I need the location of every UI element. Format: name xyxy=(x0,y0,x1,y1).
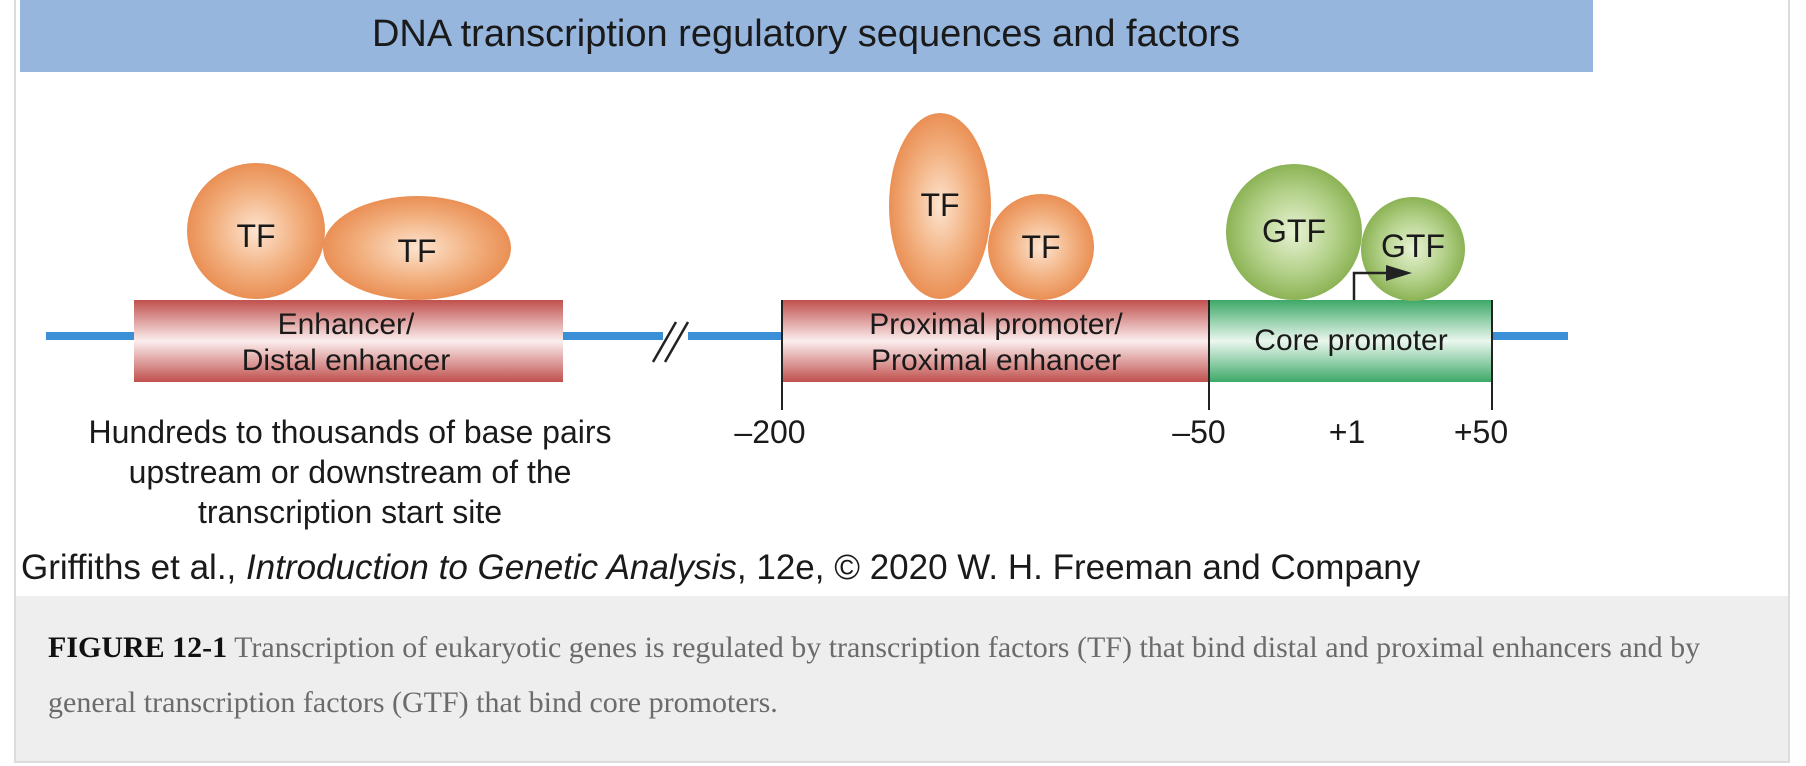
enhancer-label-line1: Enhancer/ xyxy=(278,308,415,341)
gtf-protein: GTF xyxy=(1361,197,1465,301)
figure-label: FIGURE 12-1 xyxy=(48,631,228,664)
enhancer-label-line2: Distal enhancer xyxy=(242,344,450,377)
caption-text: Transcription of eukaryotic genes is reg… xyxy=(48,631,1701,719)
distance-note-line3: transcription start site xyxy=(198,494,502,530)
gtf-protein: GTF xyxy=(1226,164,1362,300)
tf-label: TF xyxy=(920,187,959,223)
transcription-start-arrow-icon xyxy=(1352,265,1412,300)
gtf-label: GTF xyxy=(1262,213,1326,249)
tf-protein: TF xyxy=(889,113,991,299)
transcription-diagram: DNA transcription regulatory sequences a… xyxy=(20,0,1593,587)
proximal-promoter-region xyxy=(782,300,1209,382)
tf-protein: TF xyxy=(187,163,325,299)
core-promoter-label: Core promoter xyxy=(1254,324,1447,357)
caption-panel: FIGURE 12-1 Transcription of eukaryotic … xyxy=(16,596,1788,761)
position-ticks xyxy=(781,300,1493,410)
core-promoter-region xyxy=(1209,300,1492,382)
tf-protein: TF xyxy=(323,196,511,300)
distance-note: Hundreds to thousands of base pairs upst… xyxy=(89,414,612,530)
break-mark xyxy=(651,321,690,363)
title-banner xyxy=(20,0,1593,72)
tf-label: TF xyxy=(236,218,275,254)
credit-book-title: Introduction to Genetic Analysis xyxy=(246,548,737,587)
enhancer-region xyxy=(134,300,563,382)
position-plus1: +1 xyxy=(1329,414,1365,450)
tf-label: TF xyxy=(397,233,436,269)
distance-note-line2: upstream or downstream of the xyxy=(129,454,572,490)
gtf-label: GTF xyxy=(1381,228,1445,264)
tf-protein: TF xyxy=(988,194,1094,300)
credit-prefix: Griffiths et al., xyxy=(21,548,246,587)
credit-line: Griffiths et al., Introduction to Geneti… xyxy=(21,548,1421,587)
credit-suffix: , 12e, © 2020 W. H. Freeman and Company xyxy=(737,548,1421,587)
dna-strand xyxy=(46,321,1568,363)
figure-frame xyxy=(14,0,1790,763)
distance-note-line1: Hundreds to thousands of base pairs xyxy=(89,414,612,450)
position-plus50: +50 xyxy=(1454,414,1508,450)
proximal-label-line2: Proximal enhancer xyxy=(871,344,1121,377)
proximal-label-line1: Proximal promoter/ xyxy=(869,308,1123,341)
tf-label: TF xyxy=(1021,229,1060,265)
position-minus200: –200 xyxy=(734,414,805,450)
diagram-title: DNA transcription regulatory sequences a… xyxy=(372,13,1240,55)
position-minus50: –50 xyxy=(1172,414,1225,450)
